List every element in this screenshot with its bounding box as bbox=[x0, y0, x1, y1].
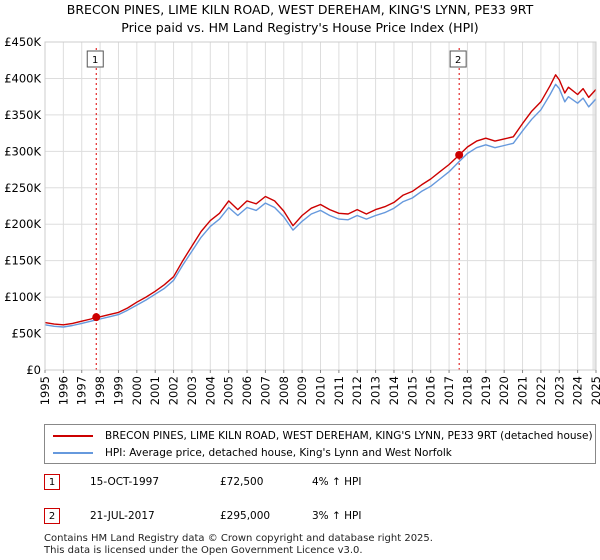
x-tick-label: 2019 bbox=[479, 376, 493, 405]
x-tick-label: 2013 bbox=[369, 376, 383, 405]
transaction-number: 2 bbox=[44, 508, 60, 524]
x-tick-label: 2007 bbox=[258, 376, 272, 405]
sale-point bbox=[455, 150, 464, 159]
y-tick-label: £100K bbox=[4, 290, 41, 304]
x-tick-label: 2017 bbox=[442, 376, 456, 405]
legend-label-hpi: HPI: Average price, detached house, King… bbox=[105, 447, 452, 459]
transaction-date: 15-OCT-1997 bbox=[90, 476, 159, 488]
legend: BRECON PINES, LIME KILN ROAD, WEST DEREH… bbox=[44, 424, 596, 464]
sale-marker-box bbox=[449, 50, 467, 68]
legend-label-property: BRECON PINES, LIME KILN ROAD, WEST DEREH… bbox=[105, 430, 593, 442]
chart-subtitle: Price paid vs. HM Land Registry's House … bbox=[121, 20, 479, 35]
x-tick-label: 2006 bbox=[240, 376, 254, 405]
x-tick-label: 2008 bbox=[277, 376, 291, 405]
legend-item-property: BRECON PINES, LIME KILN ROAD, WEST DEREH… bbox=[53, 428, 593, 444]
x-tick-label: 2011 bbox=[332, 376, 346, 405]
x-tick-label: 2001 bbox=[148, 376, 162, 405]
y-tick-label: £300K bbox=[4, 144, 41, 158]
x-tick-label: 2014 bbox=[387, 376, 401, 405]
y-tick-label: £350K bbox=[4, 108, 41, 122]
series-lines bbox=[44, 74, 597, 328]
x-tick-label: 2010 bbox=[314, 376, 328, 405]
y-tick-label: £250K bbox=[4, 181, 41, 195]
transaction-price: £72,500 bbox=[220, 476, 264, 488]
y-tick-label: £450K bbox=[4, 35, 41, 49]
x-tick-label: 2022 bbox=[534, 376, 548, 405]
x-tick-label: 2020 bbox=[497, 376, 511, 405]
legend-swatch-property bbox=[53, 435, 93, 437]
x-tick-label: 2004 bbox=[203, 376, 217, 405]
x-tick-label: 1995 bbox=[38, 376, 52, 405]
sale-point bbox=[92, 313, 101, 322]
x-tick-label: 1999 bbox=[111, 376, 125, 405]
x-tick-label: 2023 bbox=[552, 376, 566, 405]
x-tick-label: 2003 bbox=[185, 376, 199, 405]
x-tick-label: 2005 bbox=[222, 376, 236, 405]
x-tick-label: 1996 bbox=[56, 376, 70, 405]
transaction-number: 1 bbox=[44, 474, 60, 490]
chart-title: BRECON PINES, LIME KILN ROAD, WEST DEREH… bbox=[66, 2, 534, 17]
sale-marker-box bbox=[86, 50, 104, 68]
x-tick-label: 1997 bbox=[75, 376, 89, 405]
y-tick-label: £150K bbox=[4, 254, 41, 268]
sale-marker-label: 2 bbox=[455, 55, 461, 66]
y-tick-label: £50K bbox=[12, 327, 42, 341]
footer-licence: This data is licensed under the Open Gov… bbox=[44, 545, 363, 556]
footer-copyright: Contains HM Land Registry data © Crown c… bbox=[44, 533, 433, 544]
axes: £0 £50K £100K £150K £200K £250K £300K £350K £400… bbox=[4, 35, 600, 405]
x-tick-label: 2025 bbox=[589, 376, 600, 405]
legend-swatch-hpi bbox=[53, 452, 93, 454]
sale-marker-label: 1 bbox=[92, 55, 98, 66]
transaction-price: £295,000 bbox=[220, 510, 271, 522]
x-tick-label: 1998 bbox=[93, 376, 107, 405]
series-line-hpi bbox=[44, 83, 597, 328]
x-tick-label: 2002 bbox=[167, 376, 181, 405]
y-tick-label: £200K bbox=[4, 217, 41, 231]
grid bbox=[44, 41, 597, 371]
series-line-property bbox=[44, 74, 597, 326]
y-tick-label: £400K bbox=[4, 71, 41, 85]
transaction-hpi: 3% ↑ HPI bbox=[312, 510, 362, 522]
x-tick-label: 2009 bbox=[295, 376, 309, 405]
y-tick-label: £0 bbox=[26, 363, 41, 377]
x-tick-label: 2015 bbox=[405, 376, 419, 405]
x-tick-label: 2012 bbox=[350, 376, 364, 405]
transaction-hpi: 4% ↑ HPI bbox=[312, 476, 362, 488]
transaction-date: 21-JUL-2017 bbox=[90, 510, 155, 522]
forecast-shade bbox=[592, 42, 596, 370]
x-tick-label: 2024 bbox=[571, 376, 585, 405]
x-tick-label: 2021 bbox=[516, 376, 530, 405]
x-tick-label: 2000 bbox=[130, 376, 144, 405]
x-tick-label: 2018 bbox=[460, 376, 474, 405]
legend-item-hpi: HPI: Average price, detached house, King… bbox=[53, 445, 452, 461]
x-tick-label: 2016 bbox=[424, 376, 438, 405]
